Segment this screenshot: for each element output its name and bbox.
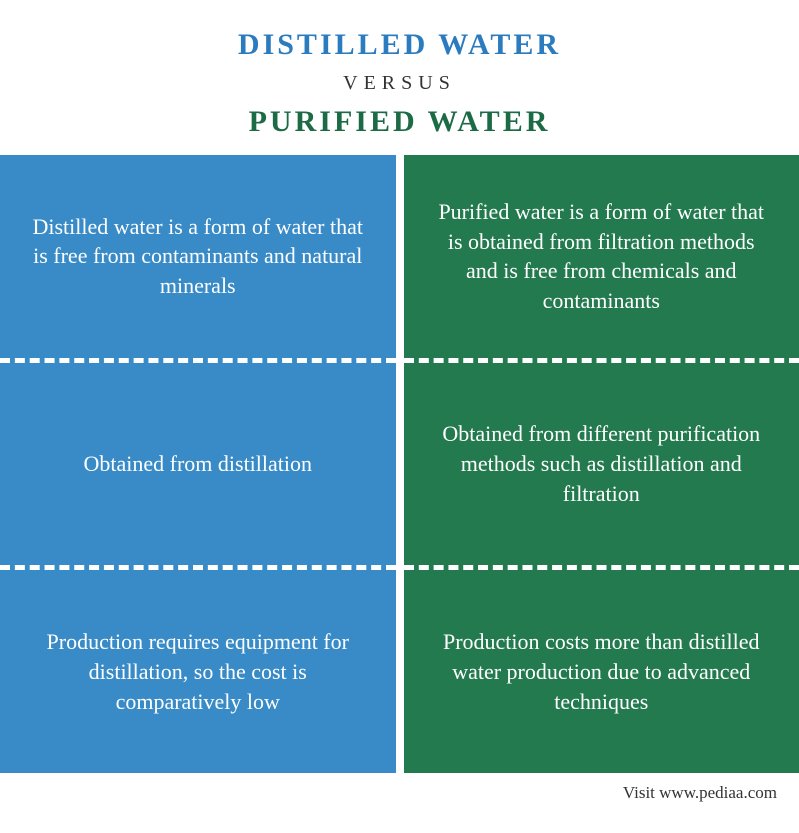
column-purified: Purified water is a form of water that i… <box>404 155 799 773</box>
title-purified: PURIFIED WATER <box>20 105 779 139</box>
comparison-grid: Distilled water is a form of water that … <box>0 155 799 773</box>
cell-right-0: Purified water is a form of water that i… <box>404 155 799 358</box>
cell-left-2: Production requires equipment for distil… <box>0 570 396 773</box>
column-distilled: Distilled water is a form of water that … <box>0 155 396 773</box>
cell-left-1: Obtained from distillation <box>0 363 396 566</box>
cell-right-2: Production costs more than distilled wat… <box>404 570 799 773</box>
footer: Visit www.pediaa.com <box>0 773 799 803</box>
header: DISTILLED WATER VERSUS PURIFIED WATER <box>0 0 799 155</box>
footer-text: Visit www.pediaa.com <box>623 783 777 802</box>
infographic-container: DISTILLED WATER VERSUS PURIFIED WATER Di… <box>0 0 799 833</box>
versus-label: VERSUS <box>20 72 779 95</box>
cell-left-0: Distilled water is a form of water that … <box>0 155 396 358</box>
cell-right-1: Obtained from different purification met… <box>404 363 799 566</box>
title-distilled: DISTILLED WATER <box>20 28 779 62</box>
